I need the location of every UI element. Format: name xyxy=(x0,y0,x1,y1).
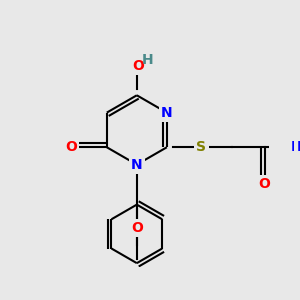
Text: N: N xyxy=(291,140,300,154)
Text: O: O xyxy=(131,221,143,235)
Text: N: N xyxy=(161,106,172,120)
Text: H: H xyxy=(142,53,153,67)
Text: N: N xyxy=(296,140,300,154)
Text: O: O xyxy=(259,177,271,191)
Text: O: O xyxy=(132,59,144,73)
Text: N: N xyxy=(131,158,142,172)
Text: O: O xyxy=(65,140,77,154)
Text: S: S xyxy=(196,140,206,154)
